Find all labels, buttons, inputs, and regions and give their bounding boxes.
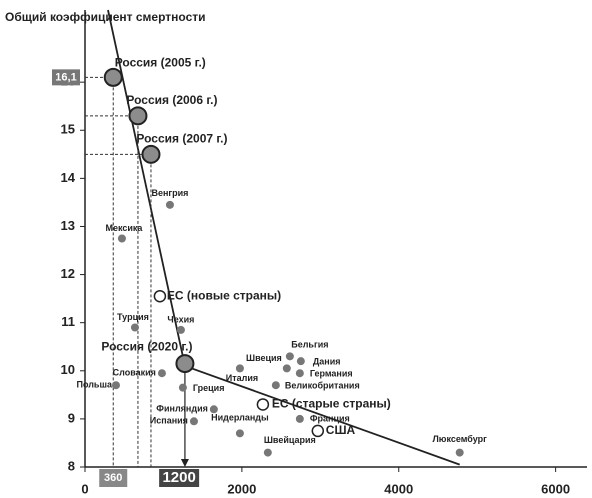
point-label: Россия (2007 г.) [136, 131, 227, 145]
point-label: Чехия [167, 314, 194, 324]
point [165, 200, 174, 209]
point-label: Италия [226, 373, 258, 383]
x-tick-label: 0 [81, 481, 88, 496]
point-label: Мексика [105, 223, 143, 233]
point-label: Греция [193, 383, 225, 393]
point [128, 106, 148, 126]
arrow-head [180, 459, 189, 467]
point-label: Россия (2020 г.) [101, 340, 192, 354]
x-marker-label: 360 [104, 472, 122, 484]
y-tick-label: 9 [68, 410, 75, 425]
x-marker-box [99, 469, 128, 487]
point [295, 414, 304, 423]
point [282, 364, 291, 373]
point [235, 429, 244, 438]
point-label: Нидерланды [211, 413, 269, 423]
point-label: Турция [117, 312, 149, 322]
point-label: США [326, 423, 356, 437]
x-marker-label: 1200 [162, 469, 195, 486]
point-label: Россия (2006 г.) [126, 93, 217, 107]
y-tick-label: 14 [61, 170, 76, 185]
point [189, 417, 198, 426]
point [256, 398, 270, 411]
y-tick-label: 11 [61, 314, 75, 329]
y-marker-box [52, 69, 80, 86]
point [311, 424, 325, 438]
point [235, 364, 244, 373]
point-label: Словакия [113, 368, 156, 378]
point [209, 405, 218, 414]
x-marker-box [159, 469, 200, 487]
y-marker-label: 16,1 [55, 71, 76, 83]
x-tick-label: 4000 [384, 481, 413, 496]
point [296, 357, 305, 366]
chart-title: Общий коэффициент смертности [5, 10, 206, 24]
point-label: ЕС (новые страны) [167, 288, 281, 302]
point-label: Люксембург [432, 434, 487, 444]
point-label: Швеция [246, 353, 282, 363]
point [103, 67, 123, 87]
point-label: ЕС (старые страны) [272, 397, 391, 411]
point-label: Дания [313, 357, 341, 367]
point [176, 325, 185, 334]
point [141, 144, 161, 164]
point [157, 369, 166, 378]
y-tick-label: 13 [61, 218, 75, 233]
point [117, 234, 126, 243]
x-tick-label: 2000 [227, 481, 256, 496]
point-label: Финляндия [156, 404, 208, 414]
point-label: Россия (2005 г.) [115, 56, 206, 70]
point-label: Франция [310, 413, 350, 423]
y-tick-label: 8 [68, 458, 75, 473]
point [285, 352, 294, 361]
point-label: Швейцария [264, 435, 316, 445]
y-tick-label: 10 [61, 362, 75, 377]
point-label: Венгрия [151, 188, 188, 198]
point [271, 381, 280, 390]
y-tick-label: 12 [61, 266, 75, 281]
point [295, 369, 304, 378]
x-tick-label: 6000 [541, 481, 570, 496]
point [263, 448, 272, 457]
point [153, 289, 167, 303]
point [175, 354, 195, 374]
point-label: Германия [310, 369, 353, 379]
point-label: Великобритания [285, 381, 360, 391]
point [178, 383, 187, 392]
point [130, 323, 139, 332]
point [455, 448, 464, 457]
y-tick-label: 15 [61, 122, 75, 137]
point-label: Польша [76, 380, 112, 390]
point-label: Бельгия [291, 340, 328, 350]
point-label: Испания [150, 416, 188, 426]
point [111, 381, 120, 390]
